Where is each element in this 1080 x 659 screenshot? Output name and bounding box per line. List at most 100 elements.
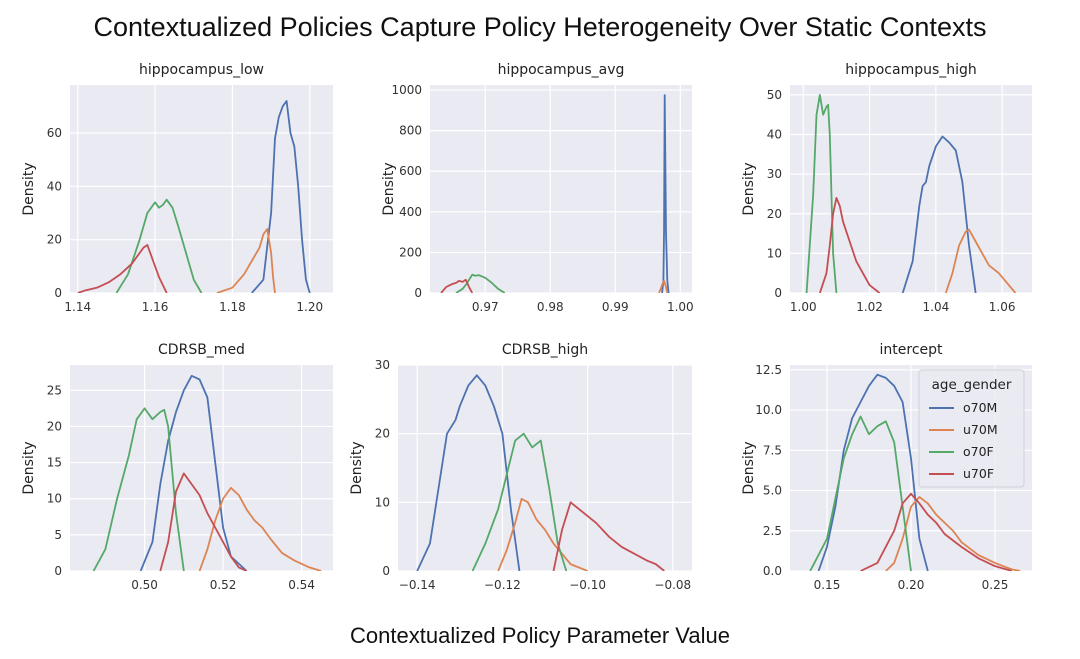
y-tick-label: 7.5 xyxy=(763,443,782,457)
y-tick-label: 5.0 xyxy=(763,484,782,498)
legend-box xyxy=(918,369,1025,488)
x-tick-label: 0.50 xyxy=(131,578,158,592)
series-line-u70F xyxy=(818,197,881,293)
y-tick-label: 20 xyxy=(47,233,62,247)
x-tick-label: 0.97 xyxy=(472,300,499,314)
x-tick-label: 0.25 xyxy=(982,578,1009,592)
series-line-o70F xyxy=(805,94,838,293)
y-tick-label: 200 xyxy=(399,245,422,259)
x-tick-label: −0.08 xyxy=(654,578,691,592)
series-line-u70M xyxy=(658,279,669,293)
y-axis-label: Density xyxy=(741,162,757,215)
x-tick-label: 1.18 xyxy=(219,300,246,314)
series-line-o70M xyxy=(661,94,670,293)
y-tick-label: 10 xyxy=(767,246,782,260)
figure-x-axis-title: Contextualized Policy Parameter Value xyxy=(350,623,730,648)
x-tick-label: 0.98 xyxy=(537,300,564,314)
y-axis-label: Density xyxy=(21,441,37,494)
plot-area xyxy=(70,365,333,571)
y-tick-label: 10 xyxy=(375,495,390,509)
x-tick-label: −0.14 xyxy=(399,578,436,592)
legend-entry: o70F xyxy=(963,444,994,459)
series-line-o70M xyxy=(251,100,311,293)
y-tick-label: 0 xyxy=(54,286,62,300)
x-tick-label: 1.14 xyxy=(64,300,91,314)
series-line-o70M xyxy=(901,135,977,293)
panel-title: hippocampus_low xyxy=(139,62,264,78)
series-line-u70M xyxy=(198,486,322,571)
x-tick-label: 1.02 xyxy=(856,300,883,314)
panel-CDRSB_high: −0.14 −0.12 −0.10 −0.08 0 10 20 30 CDRSB_high Den… xyxy=(349,342,692,592)
y-tick-label: 30 xyxy=(767,167,782,181)
panel-title: hippocampus_avg xyxy=(498,62,625,78)
legend-entry: u70M xyxy=(963,422,998,437)
panel-title: CDRSB_med xyxy=(158,342,245,358)
y-tick-label: 0 xyxy=(382,564,390,578)
y-tick-label: 50 xyxy=(767,88,782,102)
series-group xyxy=(416,374,665,571)
x-tick-label: 0.15 xyxy=(814,578,841,592)
panel-hippocampus_avg: 0.97 0.98 0.99 1.00 0 200 400 600 800 1000 hippoca… xyxy=(381,62,694,314)
x-tick-label: 1.06 xyxy=(989,300,1016,314)
y-axis-label: Density xyxy=(21,162,37,215)
series-line-o70F xyxy=(455,273,506,293)
series-line-o70F xyxy=(809,415,912,571)
y-tick-label: 800 xyxy=(399,124,422,138)
panel-CDRSB_med: 0.50 0.52 0.54 0 5 10 15 20 25 CDRSB_med Density xyxy=(21,342,333,592)
y-axis-label: Density xyxy=(741,441,757,494)
series-line-o70M xyxy=(817,373,929,571)
panel-title: CDRSB_high xyxy=(502,342,588,358)
y-tick-label: 0.0 xyxy=(763,564,782,578)
legend-entry: o70M xyxy=(963,400,997,415)
x-tick-label: 0.54 xyxy=(288,578,315,592)
y-tick-label: 600 xyxy=(399,164,422,178)
x-tick-label: 1.04 xyxy=(923,300,950,314)
y-tick-label: 10 xyxy=(47,492,62,506)
x-tick-label: 0.20 xyxy=(898,578,925,592)
legend-entry: u70F xyxy=(963,466,994,481)
series-line-o70F xyxy=(115,198,203,293)
x-tick-label: 0.99 xyxy=(602,300,629,314)
series-group xyxy=(92,374,322,571)
y-tick-label: 15 xyxy=(47,456,62,470)
legend: age_gender o70M u70M o70F u70F xyxy=(918,369,1025,488)
x-tick-label: 1.20 xyxy=(296,300,323,314)
x-tick-label: 1.00 xyxy=(790,300,817,314)
panel-title: intercept xyxy=(880,342,944,358)
series-group xyxy=(440,94,670,293)
plot-area xyxy=(790,85,1032,293)
series-line-u70M xyxy=(216,228,276,293)
series-group xyxy=(805,94,1017,293)
x-tick-label: −0.10 xyxy=(569,578,606,592)
series-line-u70M xyxy=(497,498,588,571)
y-axis-label: Density xyxy=(349,441,365,494)
y-tick-label: 30 xyxy=(375,358,390,372)
x-tick-label: 1.16 xyxy=(142,300,169,314)
series-line-u70F xyxy=(440,278,474,293)
series-line-o70M xyxy=(139,374,248,571)
series-line-u70F xyxy=(77,244,168,293)
plot-area xyxy=(70,85,333,293)
y-tick-label: 5 xyxy=(54,528,62,542)
plot-area xyxy=(430,85,692,293)
x-tick-label: −0.12 xyxy=(484,578,521,592)
series-line-o70F xyxy=(92,407,185,571)
y-tick-label: 0 xyxy=(774,286,782,300)
x-tick-label: 1.00 xyxy=(667,300,694,314)
series-line-o70F xyxy=(471,432,568,571)
y-tick-label: 40 xyxy=(767,128,782,142)
y-tick-label: 12.5 xyxy=(755,363,782,377)
y-tick-label: 400 xyxy=(399,205,422,219)
y-tick-label: 20 xyxy=(767,207,782,221)
figure-title: Contextualized Policies Capture Policy H… xyxy=(94,12,987,42)
legend-title: age_gender xyxy=(932,377,1012,393)
series-line-u70F xyxy=(159,472,248,571)
y-tick-label: 10.0 xyxy=(755,403,782,417)
series-group xyxy=(809,373,1021,571)
y-axis-label: Density xyxy=(381,162,397,215)
series-line-o70M xyxy=(416,374,521,571)
panels: 1.14 1.16 1.18 1.20 0 20 40 60 hippocampus_low De… xyxy=(21,62,1032,592)
y-tick-label: 60 xyxy=(47,126,62,140)
panel-hippocampus_high: 1.00 1.02 1.04 1.06 0 10 20 30 40 50 hippocampus_h… xyxy=(741,62,1032,314)
